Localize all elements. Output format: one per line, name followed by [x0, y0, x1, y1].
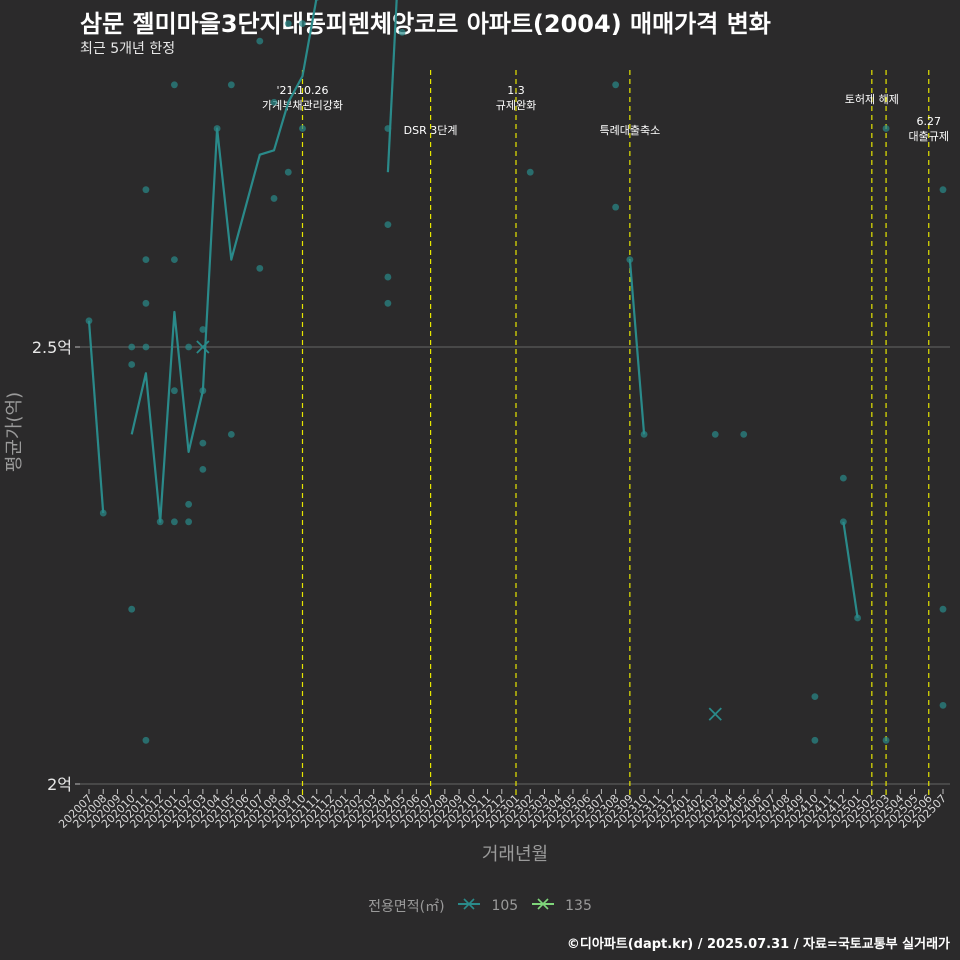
series-line-105: [842, 521, 859, 619]
data-point-105: [526, 168, 534, 176]
data-point-105: [839, 474, 847, 482]
legend-title: 전용면적(㎡): [368, 899, 445, 915]
data-point-105: [185, 518, 193, 526]
data-point-105: [199, 465, 207, 473]
data-point-105: [171, 81, 178, 89]
event-label: 1.3: [507, 84, 525, 97]
data-point-105: [811, 736, 819, 744]
data-point-105: [142, 736, 150, 744]
data-point-105: [227, 81, 235, 89]
data-point-105: [384, 221, 392, 229]
data-point-105: [171, 387, 178, 395]
data-point-105: [299, 125, 306, 132]
series-line-105: [130, 0, 318, 523]
data-point-105: [284, 20, 292, 28]
data-point-105: [199, 326, 207, 333]
data-point-105: [185, 343, 193, 351]
x-marker-105: [196, 340, 210, 354]
data-point-105: [882, 736, 890, 744]
data-point-105: [142, 256, 150, 263]
data-point-105: [939, 701, 947, 709]
source-caption: ©디아파트(dapt.kr) / 2025.07.31 / 자료=국토교통부 실…: [566, 937, 950, 952]
data-point-105: [142, 299, 150, 307]
data-point-105: [811, 693, 819, 700]
chart-subtitle: 최근 5개년 한정: [80, 41, 176, 57]
legend-key-105-icon: [457, 897, 481, 915]
data-point-105: [185, 500, 193, 508]
chart-title: 삼문 젤미마을3단지대동피렌체앙코르 아파트(2004) 매매가격 변화: [80, 10, 771, 38]
data-point-105: [227, 431, 235, 438]
data-point-105: [142, 343, 150, 351]
data-point-105: [171, 518, 178, 526]
event-label: 6.27: [917, 115, 942, 128]
legend-label-105: 105: [491, 898, 519, 914]
data-point-105: [270, 195, 278, 202]
data-point-105: [128, 605, 136, 613]
data-point-105: [299, 20, 306, 28]
data-point-105: [711, 431, 719, 438]
series-line-105: [87, 320, 105, 514]
x-marker-105: [708, 707, 722, 721]
data-point-105: [270, 98, 278, 106]
event-label: '21.10.26: [276, 84, 328, 97]
y-axis-title: 평균가(억): [4, 392, 25, 472]
data-point-105: [85, 317, 93, 325]
legend-key-135-icon: [531, 897, 555, 915]
y-tick-label: 2.5억: [32, 338, 72, 357]
data-point-105: [256, 264, 264, 272]
data-point-105: [939, 605, 947, 613]
data-point-105: [626, 256, 634, 263]
y-tick-label: 2억: [47, 775, 72, 794]
data-point-105: [854, 614, 861, 622]
data-point-105: [612, 203, 620, 211]
data-point-105: [284, 168, 292, 176]
data-point-105: [939, 186, 947, 194]
legend-label-135: 135: [565, 898, 592, 914]
data-point-105: [612, 81, 620, 89]
data-point-105: [384, 273, 392, 281]
data-point-105: [256, 37, 264, 45]
event-label: 규제완화: [496, 99, 536, 112]
series-line-105: [628, 259, 646, 435]
data-point-105: [839, 518, 847, 526]
data-point-105: [199, 439, 207, 447]
data-point-105: [142, 186, 150, 194]
data-point-105: [128, 361, 136, 368]
data-point-105: [128, 343, 136, 351]
event-label: 대출규제: [909, 130, 949, 143]
data-point-105: [171, 256, 178, 263]
data-point-105: [740, 431, 748, 438]
event-label: 가계부채관리강화: [262, 99, 343, 112]
data-point-105: [398, 28, 406, 36]
data-point-105: [384, 299, 392, 307]
event-label: 특례대출축소: [599, 124, 660, 137]
legend: 전용면적(㎡) 105 135: [0, 896, 960, 916]
x-axis-title: 거래년월: [482, 844, 548, 865]
event-label: DSR 3단계: [404, 124, 458, 137]
series-line-105: [386, 0, 398, 173]
data-point-105: [882, 125, 890, 132]
event-label: 토허제 해제: [845, 92, 899, 106]
